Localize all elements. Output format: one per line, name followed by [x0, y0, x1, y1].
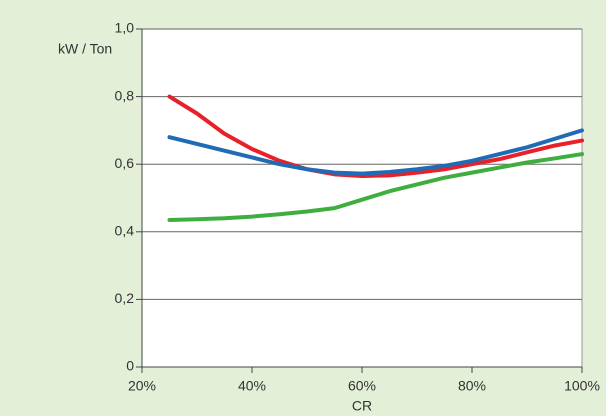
y-tick-label: 0,8: [115, 87, 135, 103]
x-tick-label: 100%: [564, 378, 600, 394]
y-tick-label: 1,0: [115, 20, 135, 36]
x-axis-label: CR: [352, 398, 372, 414]
line-series: [167, 128, 584, 176]
y-tick-label: 0,6: [115, 155, 135, 171]
y-tick-label: 0: [126, 358, 134, 374]
y-axis-label: kW / Ton: [58, 41, 112, 57]
x-tick-label: 60%: [348, 378, 376, 394]
line-series: [167, 94, 584, 179]
line-series: [167, 152, 584, 222]
y-tick-label: 0,4: [115, 223, 135, 239]
x-tick-label: 80%: [458, 378, 486, 394]
x-tick-label: 40%: [238, 378, 266, 394]
x-tick-label: 20%: [128, 378, 156, 394]
y-tick-label: 0,2: [115, 290, 135, 306]
